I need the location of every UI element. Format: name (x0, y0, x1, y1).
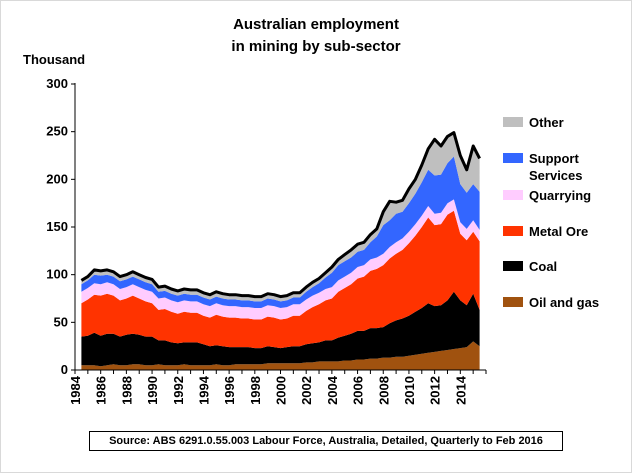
area-support-services (81, 156, 480, 308)
legend-swatch-coal (503, 261, 523, 271)
legend-swatch-other (503, 117, 523, 127)
x-tick-label: 2004 (325, 375, 340, 405)
x-tick-label: 1992 (171, 376, 186, 405)
legend-swatch-oil-and-gas (503, 297, 523, 307)
legend-swatch-metal-ore (503, 226, 523, 236)
y-tick-label: 250 (46, 124, 68, 139)
y-tick-label: 300 (46, 76, 68, 91)
x-tick-label: 1994 (196, 375, 211, 405)
y-axis-title: Thousand (23, 52, 85, 67)
legend-label-coal: Coal (529, 259, 557, 274)
x-tick-label: 1996 (222, 376, 237, 405)
x-tick-label: 2006 (351, 376, 366, 405)
axes-group: 0 50 100 150 200 250 300 1984 1986 1988 1990 1992 19… (46, 76, 487, 405)
x-tick-label: 1986 (94, 376, 109, 405)
x-tick-label: 2014 (453, 375, 468, 405)
area-other (81, 132, 480, 302)
legend-label-quarrying: Quarrying (529, 188, 591, 203)
total-line (80, 131, 481, 299)
legend-label-oil-and-gas: Oil and gas (529, 295, 599, 310)
source-note: Source: ABS 6291.0.55.003 Labour Force, … (89, 431, 563, 451)
chart-title-line-1: Australian employment (233, 16, 399, 33)
x-tick-label: 1998 (248, 376, 263, 405)
x-tick-label: 2002 (299, 376, 314, 405)
y-tick-label: 100 (46, 267, 68, 282)
area-coal (81, 291, 480, 367)
chart-title-line-2: in mining by sub-sector (231, 38, 400, 55)
area-series-group (80, 131, 481, 370)
y-tick-label: 150 (46, 219, 68, 234)
x-tick-label: 1990 (145, 376, 160, 405)
legend-swatch-quarrying (503, 190, 523, 200)
y-tick-label: 50 (54, 314, 68, 329)
x-tick-label: 2008 (376, 376, 391, 405)
x-tick-label: 1988 (119, 376, 134, 405)
legend-swatch-support (503, 153, 523, 163)
area-oil-and-gas (81, 341, 480, 370)
y-tick-label: 200 (46, 171, 68, 186)
y-tick-label: 0 (61, 362, 68, 377)
legend: Other Support Services Quarrying Metal Ore Co… (503, 115, 599, 310)
x-tick-label: 2010 (402, 376, 417, 405)
legend-label-support: Support (529, 151, 579, 166)
legend-label-other: Other (529, 115, 564, 130)
legend-label-metal-ore: Metal Ore (529, 224, 588, 239)
x-tick-label: 1984 (68, 375, 83, 405)
area-metal-ore (81, 210, 480, 349)
legend-label-support-line-2: Services (529, 168, 583, 183)
x-tick-label: 2012 (428, 376, 443, 405)
x-tick-label: 2000 (274, 376, 289, 405)
